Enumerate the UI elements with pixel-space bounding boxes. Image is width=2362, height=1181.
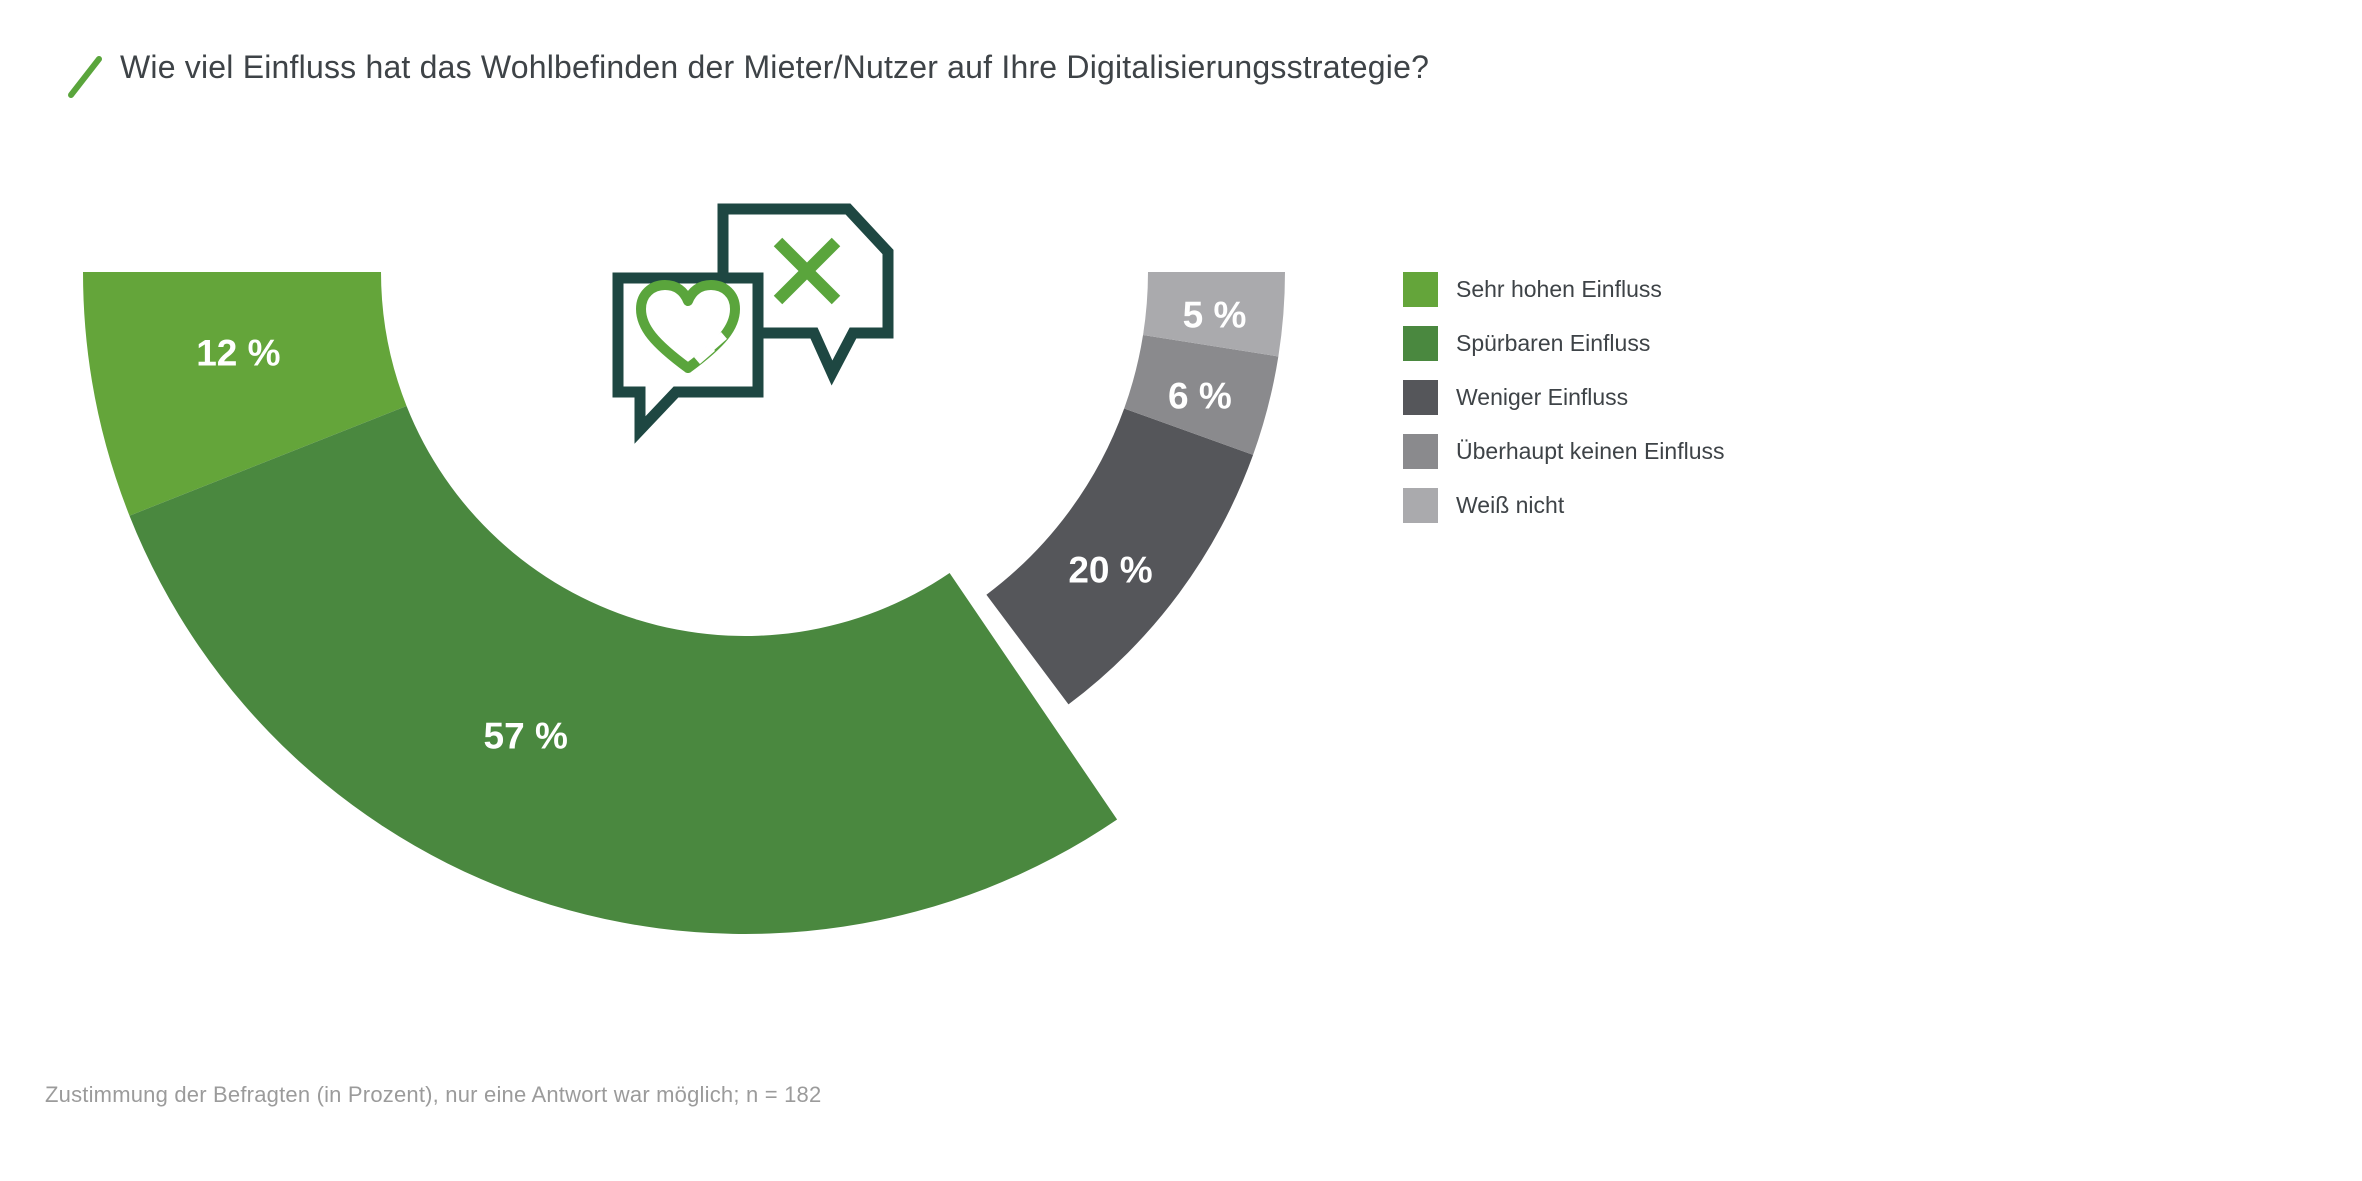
legend-item: Weniger Einfluss xyxy=(1403,380,1725,415)
legend-label: Sehr hohen Einfluss xyxy=(1456,276,1662,302)
legend-swatch xyxy=(1403,272,1438,307)
donut-segments xyxy=(83,272,1285,935)
legend-item: Weiß nicht xyxy=(1403,488,1725,523)
legend-item: Spürbaren Einfluss xyxy=(1403,326,1725,361)
donut-segment-1 xyxy=(129,405,1118,935)
donut-segment-labels: 12 % 57 % 20 % 6 % 5 % xyxy=(196,294,1246,756)
donut-segment-0 xyxy=(83,272,407,516)
legend-swatch xyxy=(1403,488,1438,523)
page-title: Wie viel Einfluss hat das Wohlbefinden d… xyxy=(120,49,1430,85)
legend-item: Überhaupt keinen Einfluss xyxy=(1403,434,1725,469)
x-mark-icon xyxy=(773,237,841,305)
legend: Sehr hohen Einfluss Spürbaren Einfluss Wen… xyxy=(1403,272,1725,523)
segment-value-label-1: 57 % xyxy=(484,715,568,756)
segment-value-label-2: 20 % xyxy=(1068,549,1152,590)
heart-dash-cuts xyxy=(694,332,727,364)
heart-icon xyxy=(636,280,740,373)
segment-value-label-3: 6 % xyxy=(1168,376,1232,417)
legend-swatch xyxy=(1403,326,1438,361)
footer-note: Zustimmung der Befragten (in Prozent), n… xyxy=(45,1082,822,1107)
legend-swatch xyxy=(1403,380,1438,415)
header: Wie viel Einfluss hat das Wohlbefinden d… xyxy=(66,48,1429,100)
chat-bubbles-heart-x-icon xyxy=(612,203,894,444)
legend-label: Weiß nicht xyxy=(1456,492,1565,518)
legend-label: Überhaupt keinen Einfluss xyxy=(1456,438,1725,464)
segment-value-label-0: 12 % xyxy=(196,332,280,373)
chat-bubble-heart-icon xyxy=(612,272,764,444)
slash-icon xyxy=(68,56,102,98)
donut-segment-4 xyxy=(1143,272,1285,357)
segment-value-label-4: 5 % xyxy=(1183,294,1247,335)
donut-segment-2 xyxy=(986,408,1254,705)
donut-segment-3 xyxy=(1124,335,1279,455)
legend-label: Spürbaren Einfluss xyxy=(1456,330,1651,356)
legend-label: Weniger Einfluss xyxy=(1456,384,1629,410)
legend-item: Sehr hohen Einfluss xyxy=(1403,272,1725,307)
legend-swatch xyxy=(1403,434,1438,469)
